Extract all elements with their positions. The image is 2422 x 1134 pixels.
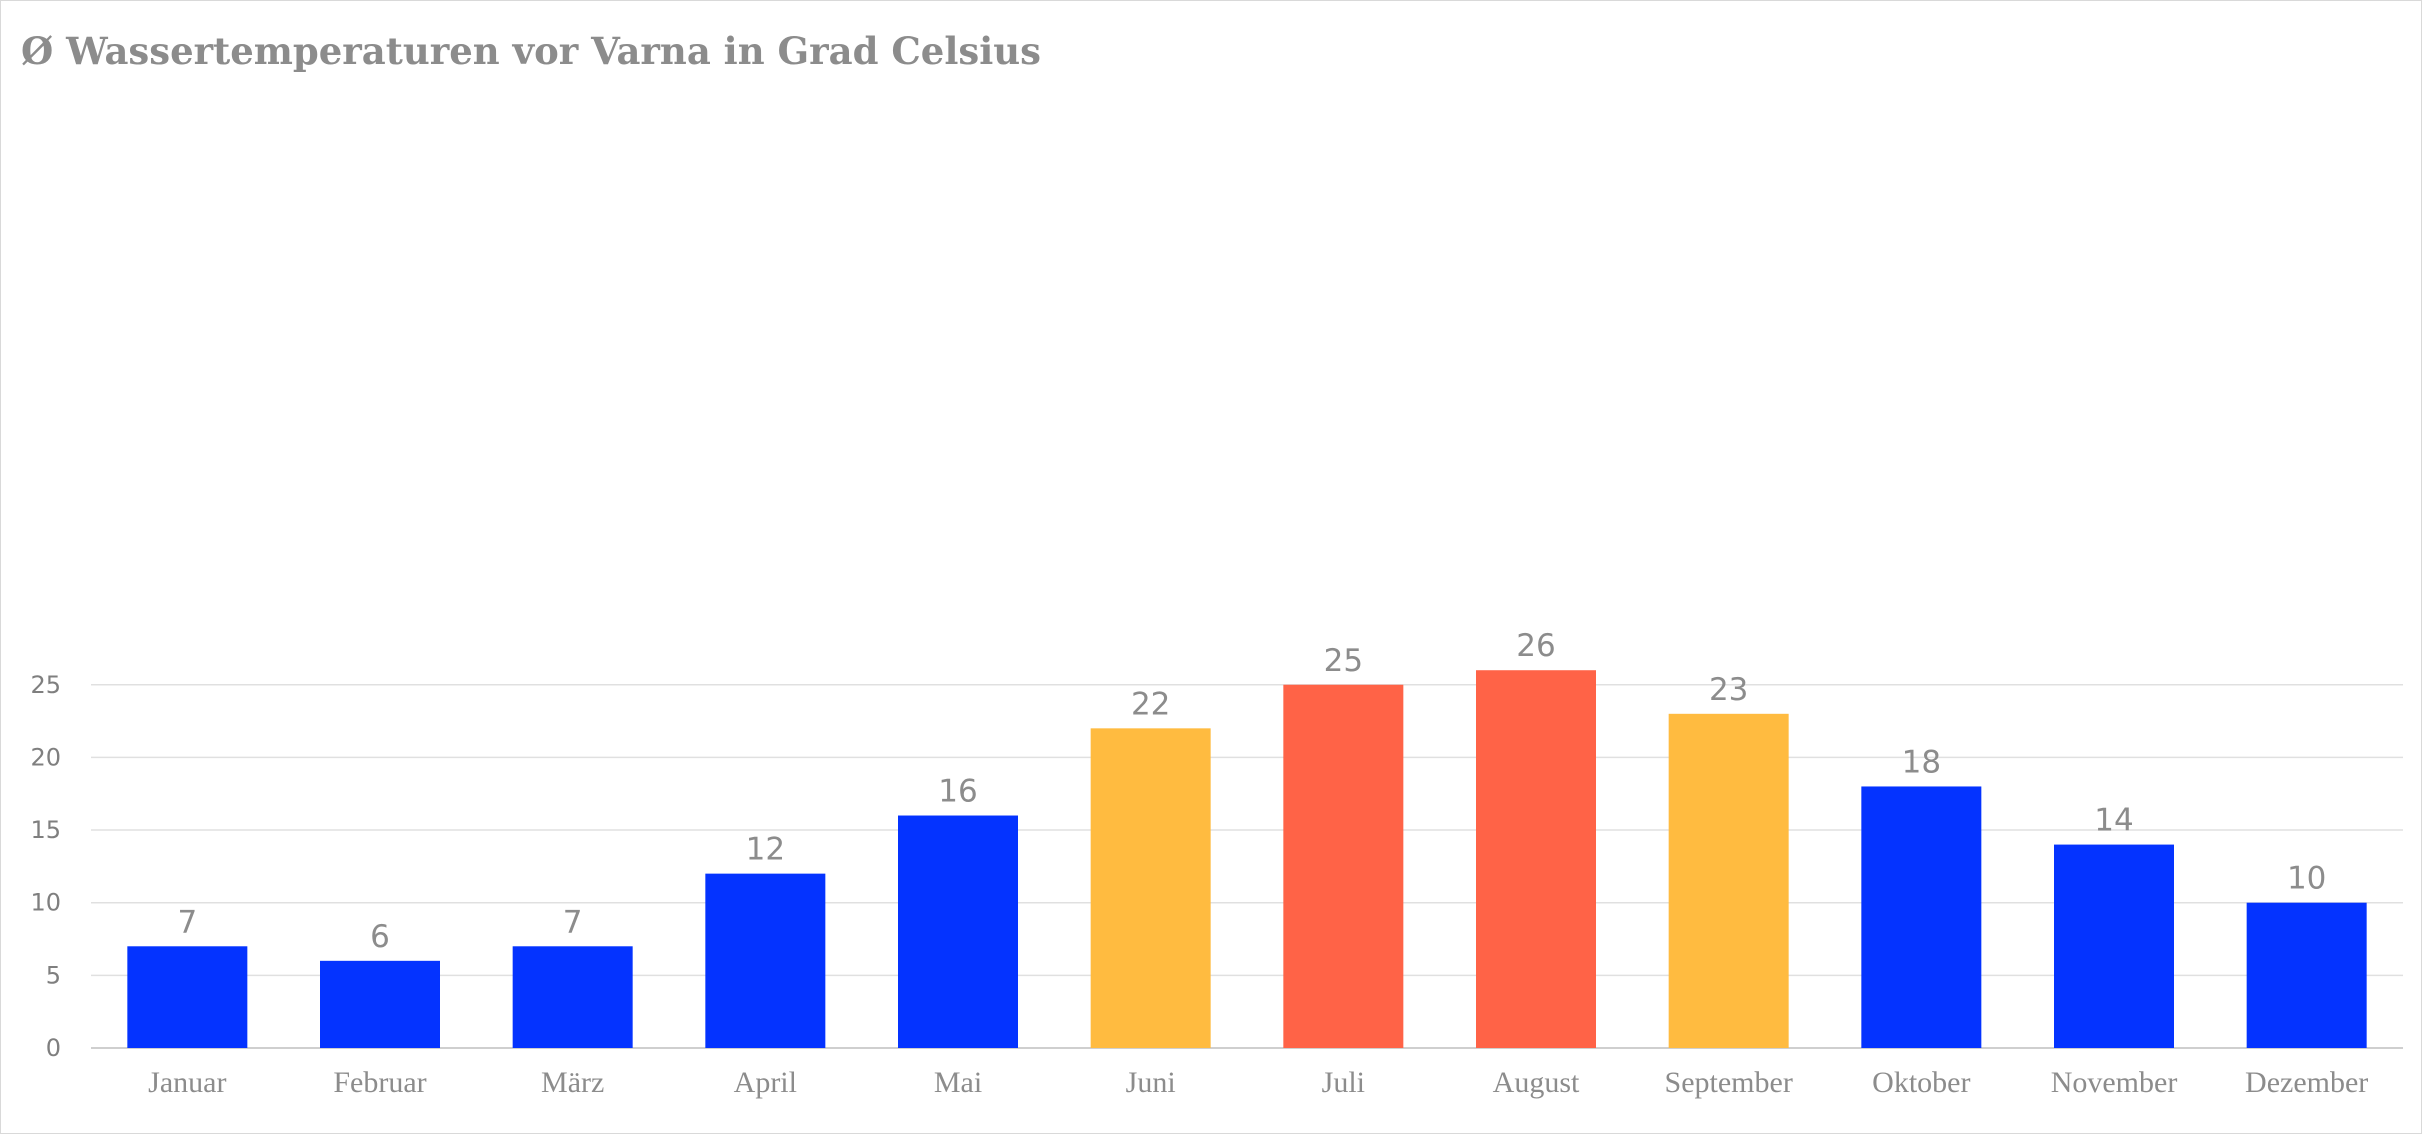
y-tick-label: 15 <box>30 816 61 844</box>
data-label: 22 <box>1131 686 1170 722</box>
data-label: 26 <box>1516 628 1555 664</box>
x-tick-label: November <box>2051 1066 2178 1099</box>
bars <box>127 670 2367 1048</box>
data-label: 18 <box>1902 744 1941 780</box>
x-tick-label: Juli <box>1322 1066 1365 1099</box>
bar-september <box>1668 713 1789 1048</box>
y-tick-label: 5 <box>46 961 61 989</box>
bar-januar <box>127 946 248 1048</box>
x-tick-label: August <box>1493 1066 1580 1099</box>
x-tick-label: Juni <box>1126 1066 1176 1099</box>
bar-juli <box>1283 684 1404 1048</box>
x-axis: Januar Februar März April Mai Juni Juli August S… <box>148 1066 2368 1099</box>
x-tick-label: Oktober <box>1872 1066 1970 1099</box>
bar-juni <box>1090 728 1211 1048</box>
data-label: 16 <box>938 774 977 810</box>
x-tick-label: Mai <box>934 1066 982 1099</box>
bar-april <box>705 873 826 1048</box>
data-label: 25 <box>1324 643 1363 679</box>
data-label: 7 <box>177 904 197 940</box>
x-tick-label: Januar <box>148 1066 226 1099</box>
bar-mai <box>898 815 1018 1048</box>
data-label: 12 <box>746 832 785 868</box>
x-tick-label: September <box>1665 1066 1793 1099</box>
x-tick-label: Dezember <box>2245 1066 2368 1099</box>
data-labels: 7 6 7 12 16 22 25 26 23 18 14 10 <box>177 628 2326 955</box>
bar-m-rz <box>512 946 633 1048</box>
data-label: 10 <box>2287 861 2326 897</box>
data-label: 14 <box>2094 803 2133 839</box>
y-tick-label: 25 <box>30 671 61 699</box>
chart-title: Ø Wassertemperaturen vor Varna in Grad C… <box>21 29 1041 73</box>
x-tick-label: April <box>734 1066 797 1099</box>
gridlines <box>91 684 2403 1049</box>
data-label: 6 <box>370 919 390 955</box>
bar-februar <box>320 960 440 1048</box>
x-tick-label: März <box>541 1066 604 1099</box>
data-label: 7 <box>563 904 583 940</box>
bar-dezember <box>2246 902 2367 1048</box>
x-tick-label: Februar <box>333 1066 426 1099</box>
y-tick-label: 20 <box>30 743 61 771</box>
data-label: 23 <box>1709 672 1748 708</box>
bar-november <box>2054 844 2174 1048</box>
bar-oktober <box>1861 786 1982 1048</box>
bar-august <box>1476 670 1596 1048</box>
y-tick-label: 10 <box>30 889 61 917</box>
y-axis: 0 5 10 15 20 25 <box>30 671 61 1062</box>
y-tick-label: 0 <box>46 1034 61 1062</box>
